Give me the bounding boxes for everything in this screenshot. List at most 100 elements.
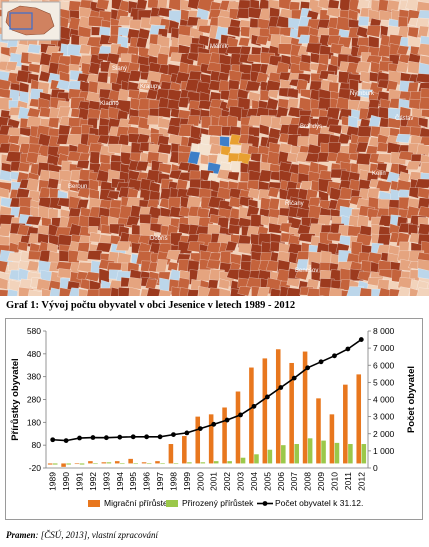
map-image: Kladno Kralupy Beroun Benešov Nymburk Mělník B… [0, 0, 429, 296]
x-tick-label: 1991 [75, 472, 85, 491]
migration-bar [262, 358, 268, 464]
y-right-tick-label: 4 000 [373, 395, 395, 405]
figure-caption: Graf 1: Vývoj počtu obyvatel v obci Jese… [6, 300, 296, 311]
map-town-label: Mělník [210, 44, 229, 50]
map-town-label: Beroun [68, 184, 87, 190]
migration-bar [222, 407, 227, 464]
migration-bar [61, 463, 66, 467]
x-tick-label: 2011 [343, 472, 353, 491]
legend-label: Počet obyvatel k 31.12. [275, 498, 363, 508]
migration-bar [208, 414, 214, 464]
population-point [332, 353, 337, 359]
natural-bar [120, 463, 125, 465]
y-right-tick-label: 3 000 [373, 412, 395, 422]
migration-bar [182, 436, 187, 464]
map-inset [1, 1, 61, 41]
y-right-tick-label: 8 000 [373, 326, 395, 336]
y-left-tick-label: 380 [27, 372, 41, 382]
migration-bar [343, 384, 348, 464]
migration-bar [275, 349, 281, 464]
x-tick-label: 2006 [276, 472, 286, 491]
natural-bar [52, 463, 58, 465]
migration-bar [155, 461, 160, 464]
population-point [144, 434, 150, 440]
natural-bar [66, 463, 71, 465]
population-point [50, 437, 56, 443]
migration-bar [114, 461, 120, 464]
x-tick-label: 1993 [101, 472, 111, 491]
population-point [211, 421, 217, 427]
x-tick-label: 2003 [236, 472, 246, 491]
natural-bar [294, 444, 300, 464]
y-right-tick-label: 1 000 [373, 446, 395, 456]
map-town-label: Brandýs [300, 124, 322, 130]
natural-bar [160, 463, 165, 465]
map-town-label: Čáslav [395, 115, 413, 122]
x-tick-label: 1999 [182, 472, 192, 491]
x-tick-label: 2005 [262, 472, 272, 491]
map-municipalities [0, 0, 429, 296]
y-left-tick-label: 580 [27, 326, 41, 336]
x-tick-label: 1995 [128, 472, 138, 491]
y-left-tick-label: 180 [27, 417, 41, 427]
population-point [224, 417, 230, 423]
population-chart: -20 80 180 280 380 480 580 0 1 000 2 000 3 000 4 00… [10, 326, 417, 508]
migration-bar [74, 463, 80, 465]
y-left-tick-label: 480 [27, 349, 41, 359]
migration-bar [141, 462, 147, 464]
migration-bar [195, 416, 201, 464]
natural-bar [146, 463, 152, 465]
map-town-label: Kladno [100, 101, 119, 107]
map-town-label: Benešov [295, 268, 318, 274]
population-point [103, 435, 109, 441]
map-town-label: Slaný [112, 66, 127, 72]
x-tick-label: 2002 [222, 472, 232, 491]
population-line [52, 338, 362, 442]
migration-bar [235, 391, 241, 464]
natural-bar [334, 442, 340, 464]
x-tick-label: 1996 [142, 472, 152, 491]
x-tick-label: 2008 [303, 472, 313, 491]
x-tick-label: 2007 [289, 472, 299, 491]
source-label: Pramen [6, 530, 36, 540]
natural-bar [213, 461, 219, 464]
natural-bar [361, 444, 367, 464]
map-town-label: Říčany [285, 199, 304, 207]
legend-migration: Migrační přírůstek [88, 498, 173, 508]
migration-bar [329, 414, 335, 464]
natural-bar [321, 440, 326, 464]
natural-bar [254, 454, 259, 464]
natural-bar [133, 463, 139, 465]
migration-bar [316, 398, 321, 464]
population-point [130, 434, 136, 440]
natural-bar [79, 463, 85, 465]
natural-bar [267, 449, 273, 464]
population-point [251, 403, 257, 409]
map-town-label: Dobříš [150, 236, 168, 242]
x-tick-label: 1989 [48, 472, 58, 491]
migration-bar [88, 461, 93, 464]
population-point [90, 435, 96, 440]
x-tick-label: 2001 [209, 472, 219, 491]
map-town-label: Kolín [372, 171, 386, 177]
x-tick-label: 1997 [155, 472, 165, 491]
y-right-tick-label: 2 000 [373, 429, 395, 439]
population-point [157, 434, 163, 440]
migration-bar [302, 351, 308, 464]
population-point [63, 438, 69, 443]
x-tick-label: 2010 [329, 472, 339, 491]
population-point [305, 365, 311, 371]
legend-label: Přirozený přírůstek [182, 498, 254, 508]
migration-bar [168, 444, 174, 464]
x-tick-label: 2004 [249, 472, 259, 491]
population-point [264, 394, 270, 400]
natural-bar [187, 462, 192, 464]
map-town-labels: Kladno Kralupy Beroun Benešov Nymburk Mělník B… [68, 44, 413, 274]
y-right-tick-label: 7 000 [373, 343, 395, 353]
natural-bar [173, 463, 179, 465]
figure-source: Pramen: [ČSÚ, 2013], vlastní zpracování [6, 530, 158, 540]
population-point [345, 346, 351, 352]
source-text: : [ČSÚ, 2013], vlastní zpracování [35, 530, 159, 540]
y-left-tick-label: 280 [27, 395, 41, 405]
x-tick-label: 2012 [356, 472, 366, 491]
